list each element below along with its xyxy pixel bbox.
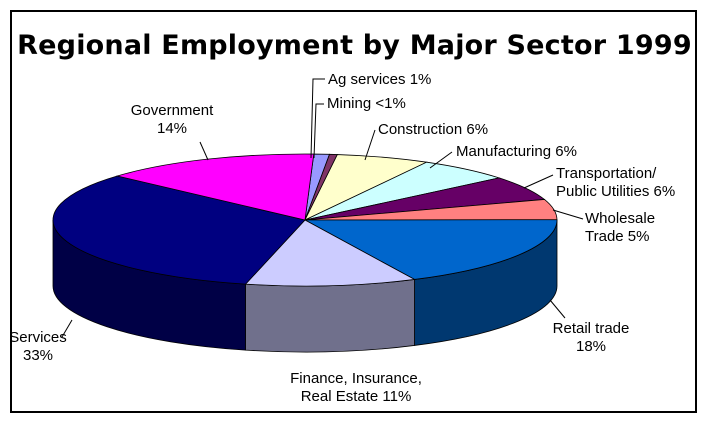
slice-label-transportation-public-utilities: Transportation/Public Utilities 6%	[556, 165, 675, 200]
leader-line-wholesale-trade	[552, 209, 584, 220]
slice-label-construction: Construction 6%	[378, 121, 488, 138]
slice-government	[115, 153, 315, 221]
leader-line-services	[61, 319, 73, 338]
leader-line-mining	[313, 103, 324, 159]
leader-line-ag-services	[310, 78, 325, 159]
slice-label-finance-insurance-real-estate: Finance, Insurance, Real Estate 11%	[290, 370, 422, 405]
slice-label-retail-trade: Retail trade 18%	[553, 320, 630, 355]
slice-side-finance-insurance-real-estate	[245, 278, 415, 353]
slice-label-services: Services 33%	[9, 329, 67, 364]
leader-line-construction	[364, 129, 376, 161]
slice-retail-trade	[304, 219, 558, 280]
leader-line-government	[199, 141, 209, 161]
slice-label-mining: Mining <1%	[327, 95, 406, 112]
slice-label-wholesale-trade: Wholesale Trade 5%	[585, 210, 655, 245]
chart-title: Regional Employment by Major Sector 1999	[17, 30, 692, 61]
leader-line-transportation-public-utilities	[523, 174, 554, 189]
slice-label-government: Government 14%	[131, 102, 214, 137]
slice-services	[52, 175, 306, 285]
slice-label-ag-services: Ag services 1%	[328, 71, 431, 88]
leader-line-manufacturing	[429, 151, 453, 169]
slice-label-manufacturing: Manufacturing 6%	[456, 143, 577, 160]
slice-finance-insurance-real-estate	[244, 219, 416, 287]
leader-line-retail-trade	[549, 299, 566, 319]
